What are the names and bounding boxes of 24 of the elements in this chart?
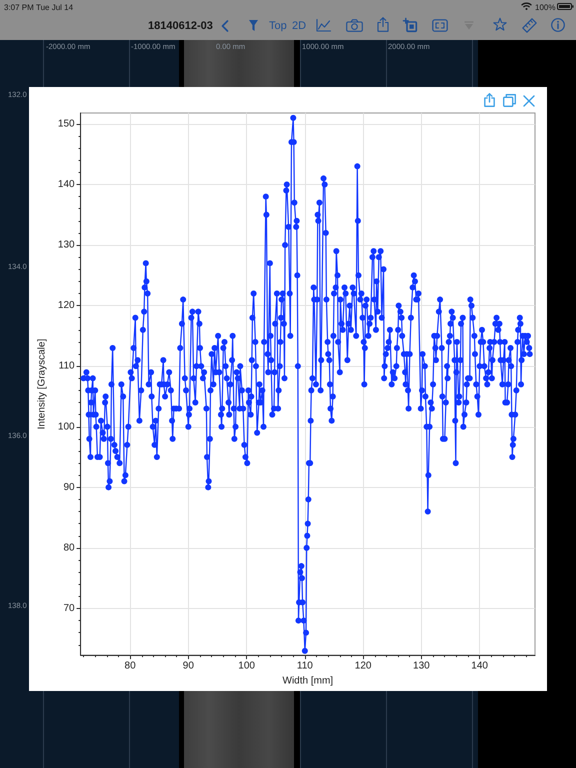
x-tick-label: 140: [471, 660, 488, 672]
text: 2D: [292, 19, 306, 33]
x-axis-title: Width [mm]: [282, 676, 334, 686]
x-tick-label: 80: [124, 660, 136, 672]
text: Top: [269, 19, 287, 33]
y-tick-label: 150: [58, 118, 76, 130]
y-tick-label: 110: [58, 360, 76, 372]
y-axis-title: Intensity [Grayscale]: [36, 338, 48, 430]
y-tick-label: 70: [63, 602, 76, 614]
y-tick-label: 80: [63, 542, 76, 554]
text: 3:07 PM: [4, 2, 34, 13]
x-tick-label: 130: [413, 660, 430, 672]
x-tick-label: 120: [354, 660, 372, 672]
text: 100%: [535, 2, 556, 13]
x-tick-label: 90: [182, 660, 194, 672]
text: 18140612-03: [148, 19, 213, 33]
y-tick-label: 130: [58, 240, 76, 251]
x-tick-label: 100: [238, 660, 256, 672]
y-tick-label: 100: [58, 421, 76, 432]
y-tick-label: 140: [58, 178, 76, 190]
y-tick-label: 120: [58, 300, 76, 312]
y-tick-label: 90: [63, 482, 76, 493]
text: Tue Jul 14: [36, 2, 74, 13]
x-tick-label: 110: [296, 660, 314, 672]
